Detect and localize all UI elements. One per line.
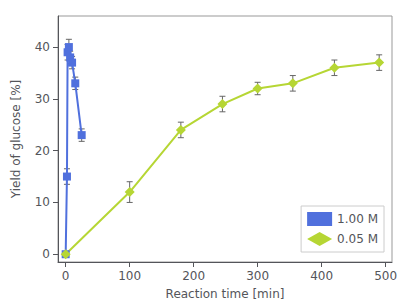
svg-text:10: 10 — [35, 195, 50, 209]
svg-text:Yield of glucose [%]: Yield of glucose [%] — [9, 80, 23, 199]
svg-text:0: 0 — [42, 247, 50, 261]
svg-text:1.00 M: 1.00 M — [337, 212, 378, 226]
svg-text:0.05 M: 0.05 M — [337, 232, 378, 246]
svg-text:400: 400 — [310, 269, 333, 283]
svg-text:30: 30 — [35, 92, 50, 106]
svg-text:300: 300 — [246, 269, 269, 283]
svg-text:0: 0 — [62, 269, 70, 283]
svg-text:40: 40 — [35, 40, 50, 54]
svg-text:200: 200 — [182, 269, 205, 283]
svg-text:500: 500 — [374, 269, 397, 283]
svg-text:100: 100 — [118, 269, 141, 283]
svg-text:20: 20 — [35, 144, 50, 158]
svg-text:Reaction time [min]: Reaction time [min] — [166, 287, 285, 301]
